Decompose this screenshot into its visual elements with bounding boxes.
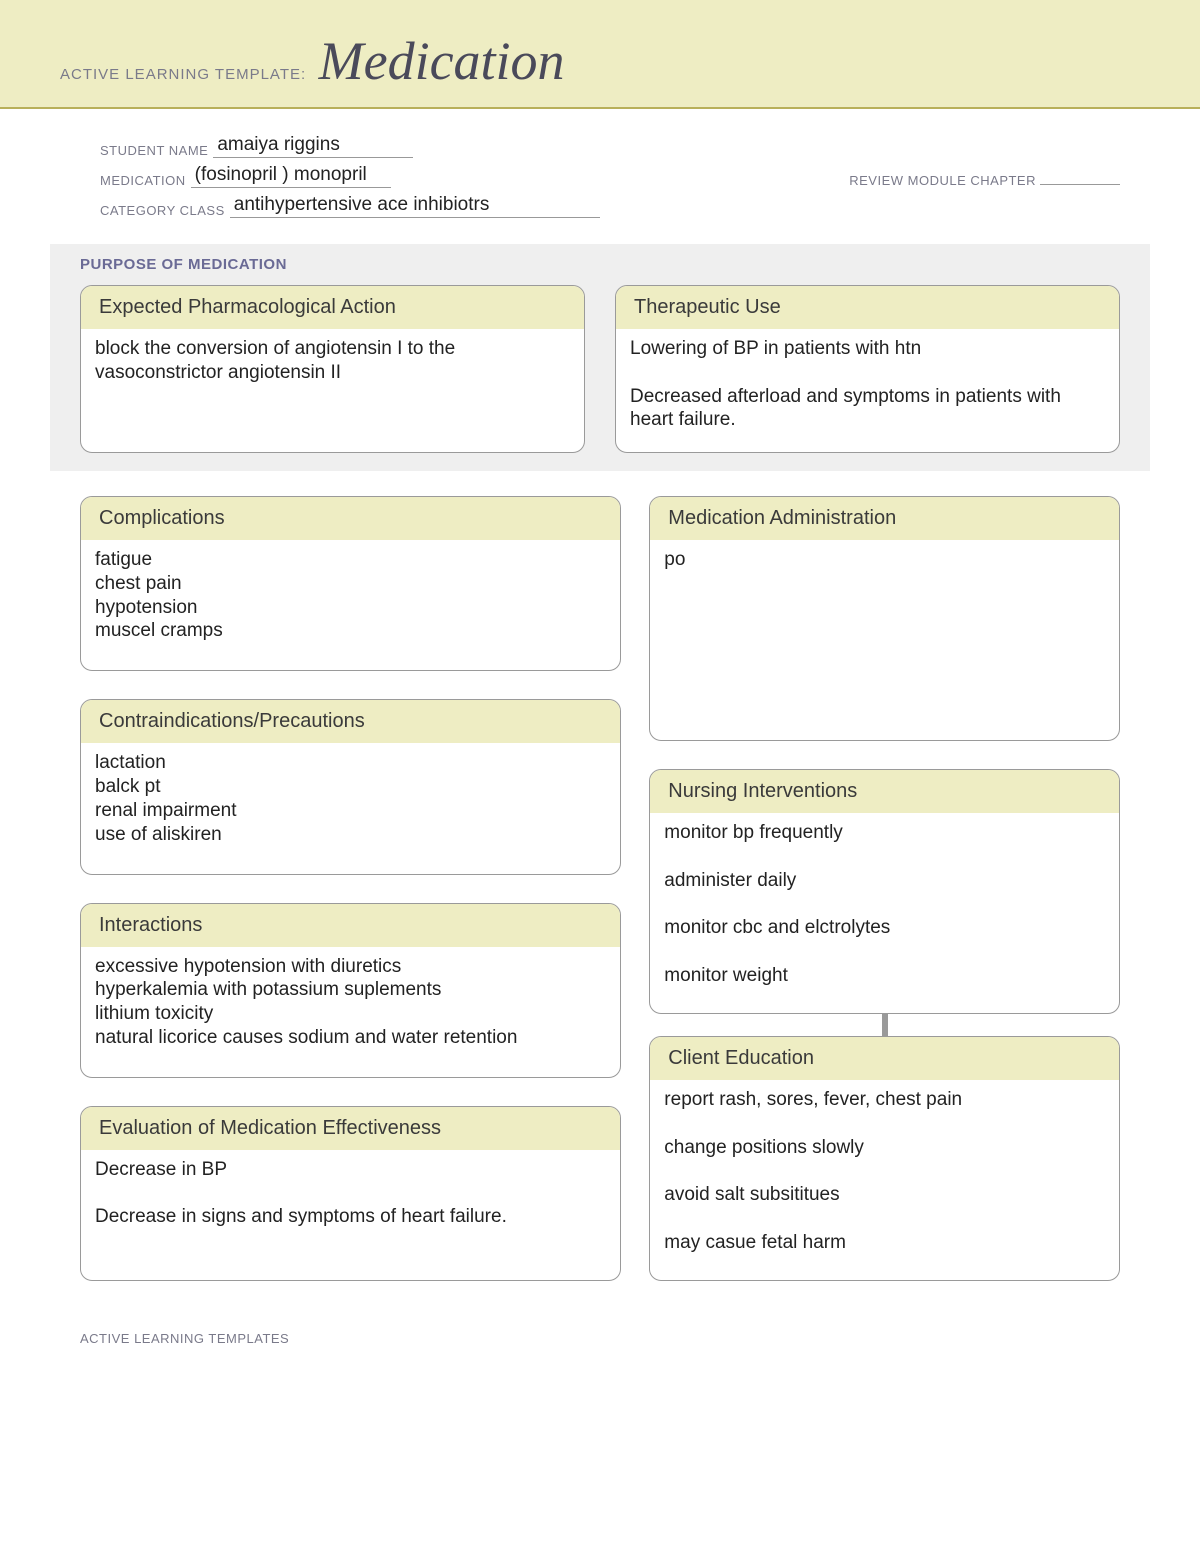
category-label: CATEGORY CLASS xyxy=(100,203,225,218)
education-body: report rash, sores, fever, chest pain ch… xyxy=(650,1080,1119,1280)
admin-title: Medication Administration xyxy=(650,497,1119,540)
review-label-text: REVIEW MODULE CHAPTER xyxy=(849,173,1036,188)
complications-title: Complications xyxy=(81,497,620,540)
header-prefix: ACTIVE LEARNING TEMPLATE: xyxy=(60,66,306,83)
interactions-card: Interactions excessive hypotension with … xyxy=(80,903,621,1078)
complications-card: Complications fatigue chest pain hypoten… xyxy=(80,496,621,671)
student-row: STUDENT NAME amaiya riggins xyxy=(100,134,1120,158)
category-row: CATEGORY CLASS antihypertensive ace inhi… xyxy=(100,194,1120,218)
evaluation-card: Evaluation of Medication Effectiveness D… xyxy=(80,1106,621,1281)
nursing-card: Nursing Interventions monitor bp frequen… xyxy=(649,769,1120,1014)
purpose-section: PURPOSE OF MEDICATION Expected Pharmacol… xyxy=(50,244,1150,471)
left-column: Complications fatigue chest pain hypoten… xyxy=(80,496,621,1281)
connector-line xyxy=(882,1014,888,1036)
student-value: amaiya riggins xyxy=(213,134,413,158)
interactions-body: excessive hypotension with diuretics hyp… xyxy=(81,947,620,1070)
complications-body: fatigue chest pain hypotension muscel cr… xyxy=(81,540,620,663)
admin-body: po xyxy=(650,540,1119,740)
student-label: STUDENT NAME xyxy=(100,143,208,158)
therapeutic-card: Therapeutic Use Lowering of BP in patien… xyxy=(615,285,1120,453)
footer-text: ACTIVE LEARNING TEMPLATES xyxy=(0,1311,1200,1376)
contra-card: Contraindications/Precautions lactation … xyxy=(80,699,621,874)
contra-body: lactation balck pt renal impairment use … xyxy=(81,743,620,866)
pharm-title: Expected Pharmacological Action xyxy=(81,286,584,329)
purpose-row: Expected Pharmacological Action block th… xyxy=(80,285,1120,453)
therapeutic-title: Therapeutic Use xyxy=(616,286,1119,329)
evaluation-title: Evaluation of Medication Effectiveness xyxy=(81,1107,620,1150)
review-line xyxy=(1040,184,1120,185)
nursing-title: Nursing Interventions xyxy=(650,770,1119,813)
pharm-body: block the conversion of angiotensin I to… xyxy=(81,329,584,439)
purpose-heading: PURPOSE OF MEDICATION xyxy=(80,256,1120,273)
therapeutic-body: Lowering of BP in patients with htn Decr… xyxy=(616,329,1119,452)
education-card: Client Education report rash, sores, fev… xyxy=(649,1036,1120,1281)
category-value: antihypertensive ace inhibiotrs xyxy=(230,194,600,218)
medication-value: (fosinopril ) monopril xyxy=(191,164,391,188)
main-columns: Complications fatigue chest pain hypoten… xyxy=(0,471,1200,1311)
education-title: Client Education xyxy=(650,1037,1119,1080)
header-band: ACTIVE LEARNING TEMPLATE: Medication xyxy=(0,0,1200,109)
interactions-title: Interactions xyxy=(81,904,620,947)
header-title: Medication xyxy=(319,31,565,91)
info-block: STUDENT NAME amaiya riggins MEDICATION (… xyxy=(0,109,1200,244)
contra-title: Contraindications/Precautions xyxy=(81,700,620,743)
pharm-card: Expected Pharmacological Action block th… xyxy=(80,285,585,453)
nursing-body: monitor bp frequently administer daily m… xyxy=(650,813,1119,1013)
medication-label: MEDICATION xyxy=(100,173,186,188)
evaluation-body: Decrease in BP Decrease in signs and sym… xyxy=(81,1150,620,1270)
right-column: Medication Administration po Nursing Int… xyxy=(649,496,1120,1281)
review-label: REVIEW MODULE CHAPTER xyxy=(849,173,1120,188)
admin-card: Medication Administration po xyxy=(649,496,1120,741)
medication-row: MEDICATION (fosinopril ) monopril REVIEW… xyxy=(100,164,1120,188)
